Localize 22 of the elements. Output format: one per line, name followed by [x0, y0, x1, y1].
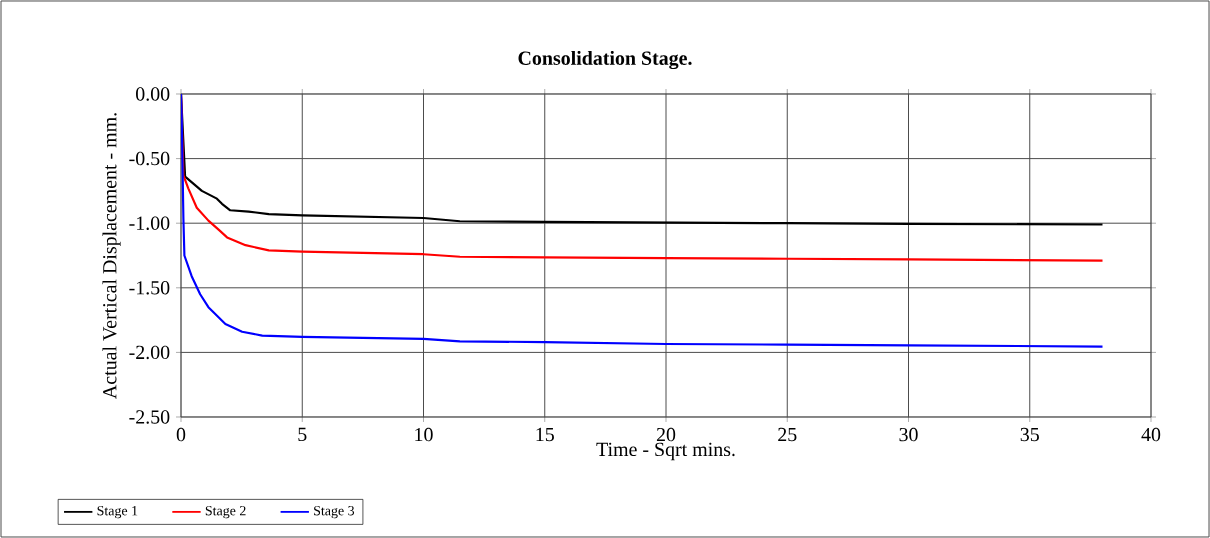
x-tick-label: 0 [176, 427, 186, 442]
x-axis-title: Time - Sqrt mins. [596, 442, 735, 461]
legend-label: Stage 3 [314, 506, 355, 519]
y-tick-label: -1.50 [129, 281, 170, 295]
x-tick-label: 35 [1020, 427, 1039, 442]
y-axis-title: Actual Vertical Displacement - mm. [102, 113, 121, 399]
x-tick-label: 25 [778, 427, 797, 442]
x-tick-label: 5 [298, 427, 307, 442]
y-tick-label: 0.00 [136, 87, 170, 101]
x-tick-label: 30 [899, 427, 918, 442]
legend-label: Stage 2 [205, 506, 246, 519]
y-tick-label: -2.50 [129, 410, 170, 424]
x-tick-label: 40 [1141, 427, 1161, 442]
x-tick-label: 15 [536, 427, 554, 442]
legend-label: Stage 1 [97, 506, 138, 519]
x-tick-label: 10 [415, 427, 433, 442]
line-series [181, 94, 1104, 348]
chart-title: Consolidation Stage. [518, 50, 692, 70]
y-tick-label: -1.00 [129, 216, 170, 230]
y-tick-label: -0.50 [129, 151, 170, 166]
y-tick-label: -2.00 [129, 345, 170, 360]
x-tick-label: 20 [656, 427, 676, 442]
